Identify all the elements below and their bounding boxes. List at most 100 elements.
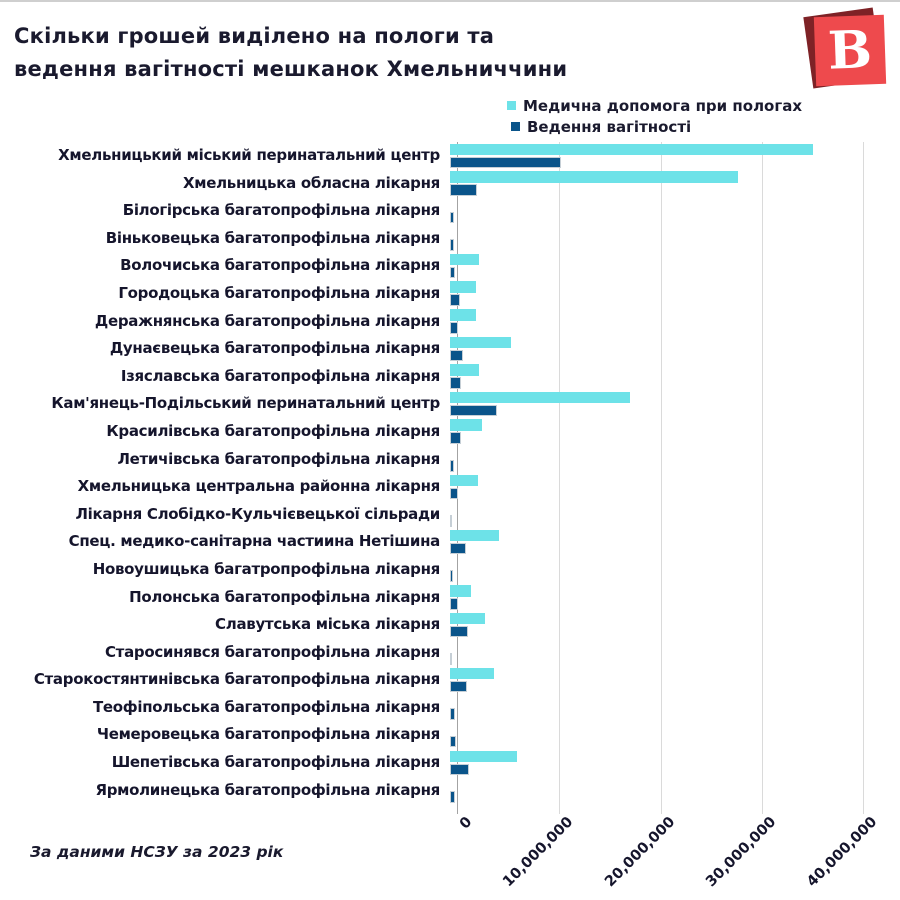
bar-pregnancy	[450, 156, 562, 168]
legend-item-births: Медична допомога при пологах	[507, 95, 802, 116]
legend-swatch-blue-icon	[511, 122, 520, 131]
chart-row: Новоушицька багатропрофільна лікарня	[0, 556, 900, 584]
gridline	[559, 142, 561, 814]
chart-row: Старосинявся багатопрофільна лікарня	[0, 639, 900, 667]
bar-pregnancy	[450, 460, 454, 472]
category-label: Спец. медико-санітарна частиина Нетішина	[68, 532, 441, 551]
bar-births	[450, 750, 517, 763]
bar-pregnancy	[450, 184, 478, 196]
bar-pregnancy	[450, 791, 456, 803]
bar-births	[450, 419, 483, 431]
chart-row: Теофіпольська багатопрофільна лікарня	[0, 694, 900, 722]
bar-pregnancy	[450, 211, 454, 224]
bar-pregnancy	[450, 708, 456, 720]
chart-row: Хмельницька обласна лікарня	[0, 170, 900, 198]
x-tick-label: 10,000,000	[500, 814, 577, 891]
legend-label-pregnancy: Ведення вагітності	[527, 117, 692, 136]
category-label: Красилівська багатопрофільна лікарня	[106, 421, 440, 440]
bar-births	[450, 143, 813, 155]
bar-pregnancy	[450, 625, 469, 638]
bar-pregnancy	[450, 570, 453, 582]
x-tick-label: 20,000,000	[601, 814, 678, 891]
bar-births	[450, 336, 511, 349]
chart-row: Кам'янець-Подільський перинатальний цент…	[0, 390, 900, 418]
chart-row: Волочиська багатопрофільна лікарня	[0, 252, 900, 280]
bar-births	[450, 474, 479, 487]
category-label: Городоцька багатопрофільна лікарня	[118, 283, 440, 302]
bar-pregnancy	[450, 680, 468, 693]
gridline	[660, 142, 662, 814]
category-label: Новоушицька багатропрофільна лікарня	[92, 559, 441, 578]
bar-pregnancy	[450, 598, 459, 610]
category-label: Чемеровецька багатопрофільна лікарня	[96, 725, 440, 744]
category-label: Кам'янець-Подільський перинатальний цент…	[51, 394, 440, 413]
bar-births	[450, 309, 477, 321]
category-label: Теофіпольська багатопрофільна лікарня	[92, 697, 440, 716]
bar-births	[450, 612, 486, 625]
bar-pregnancy	[450, 377, 462, 389]
bar-pregnancy	[450, 735, 457, 748]
category-label: Хмельницький міський перинатальний центр	[58, 146, 440, 164]
category-label: Деражнянська багатопрофільна лікарня	[94, 311, 440, 330]
category-label: Волочиська багатопрофільна лікарня	[120, 256, 440, 275]
chart-row: Ярмолинецька багатопрофільна лікарня	[0, 777, 900, 805]
bar-pregnancy	[450, 349, 464, 362]
page-title: Скільки грошей виділено на пологи та вед…	[14, 20, 734, 85]
x-tick-label: 40,000,000	[804, 814, 881, 891]
bar-births	[450, 585, 472, 597]
category-label: Старосинявся багатопрофільна лікарня	[104, 642, 440, 661]
bar-births	[450, 281, 477, 293]
bar-pregnancy	[450, 487, 459, 500]
bar-births	[450, 391, 631, 404]
chart-row: Полонська багатопрофільна лікарня	[0, 584, 900, 612]
chart-row: Шепетівська багатопрофільна лікарня	[0, 749, 900, 777]
bar-pregnancy	[450, 542, 467, 555]
chart-row: Славутська міська лікарня	[0, 611, 900, 639]
category-label: Білогірська багатопрофільна лікарня	[122, 201, 441, 220]
chart-row: Спец. медико-санітарна частиина Нетішина	[0, 528, 900, 556]
gridline	[863, 142, 864, 814]
chart-row: Городоцька багатопрофільна лікарня	[0, 280, 900, 308]
legend-label-births: Медична допомога при пологах	[523, 96, 802, 115]
bar-pregnancy	[450, 763, 470, 776]
x-tick-label: 30,000,000	[702, 814, 780, 891]
bar-pregnancy	[450, 266, 456, 279]
chart-row: Деражнянська багатопрофільна лікарня	[0, 308, 900, 336]
chart-row: Білогірська багатопрофільна лікарня	[0, 197, 900, 225]
chart-legend: Медична допомога при пологах Ведення ваг…	[507, 95, 802, 137]
bar-pregnancy	[450, 404, 497, 417]
chart-row: Чемеровецька багатопрофільна лікарня	[0, 721, 900, 749]
chart-row: Лікарня Слобідко-Кульчієвецької сільради	[0, 501, 900, 529]
bar-births	[450, 171, 738, 183]
category-label: Ярмолинецька багатопрофільна лікарня	[95, 780, 440, 799]
category-label: Славутська міська лікарня	[215, 615, 440, 634]
bar-pregnancy	[450, 515, 452, 527]
category-label: Хмельницька центральна районна лікарня	[77, 477, 441, 496]
bar-births	[450, 667, 494, 680]
title-line-1: Скільки грошей виділено на пологи та	[14, 24, 495, 48]
bar-pregnancy	[450, 653, 452, 665]
logo-letter: B	[813, 14, 887, 87]
category-label: Летичівська багатопрофільна лікарня	[117, 449, 441, 468]
chart-row: Старокостянтинівська багатопрофільна лік…	[0, 666, 900, 694]
chart-row: Дунаєвецька багатопрофільна лікарня	[0, 335, 900, 363]
bar-births	[450, 364, 480, 376]
bar-pregnancy	[450, 432, 462, 444]
gridline	[761, 142, 763, 814]
bar-births	[450, 253, 480, 266]
brand-logo: B	[803, 6, 890, 92]
chart-row: Хмельницький міський перинатальний центр	[0, 142, 900, 170]
title-line-2: ведення вагітності мешканок Хмельниччини	[14, 56, 568, 81]
chart-row: Хмельницька центральна районна лікарня	[0, 473, 900, 501]
bar-chart: Хмельницький міський перинатальний центр…	[0, 142, 900, 804]
legend-item-pregnancy: Ведення вагітності	[511, 116, 802, 137]
bar-pregnancy	[450, 294, 461, 306]
chart-row: Летичівська багатопрофільна лікарня	[0, 446, 900, 474]
source-note: За даними НСЗУ за 2023 рік	[30, 843, 284, 861]
category-label: Дунаєвецька багатопрофільна лікарня	[109, 339, 440, 358]
chart-row: Ізяславська багатопрофільна лікарня	[0, 363, 900, 391]
bar-births	[450, 529, 499, 542]
chart-row: Віньковецька багатопрофільна лікарня	[0, 225, 900, 253]
bar-pregnancy	[450, 322, 459, 334]
bar-pregnancy	[450, 239, 454, 251]
